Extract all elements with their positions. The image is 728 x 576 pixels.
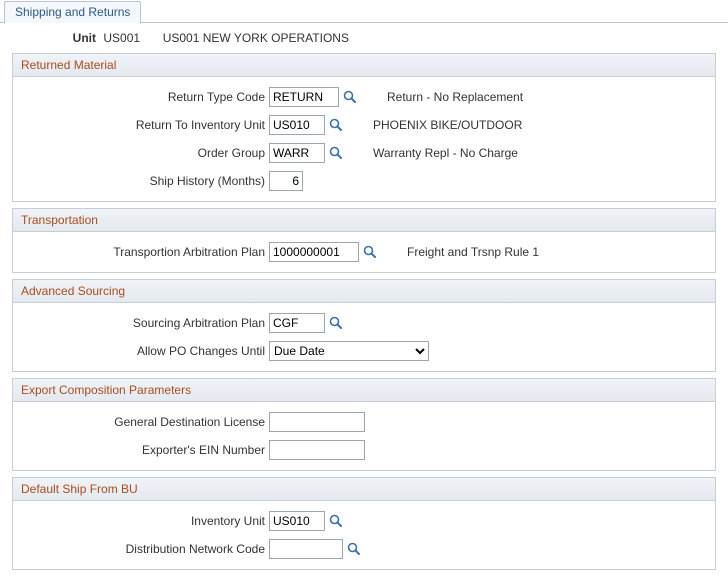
return-to-inventory-unit-desc: PHOENIX BIKE/OUTDOOR [373,118,522,132]
general-destination-license-input[interactable] [269,412,365,432]
lookup-icon[interactable] [329,316,343,330]
sourcing-arbitration-plan-input[interactable] [269,313,325,333]
section-header-export-composition: Export Composition Parameters [13,379,715,402]
ship-history-months-label: Ship History (Months) [21,174,269,188]
section-returned-material: Returned Material Return Type Code Retur… [12,53,716,202]
transportation-arbitration-plan-desc: Freight and Trsnp Rule 1 [407,245,539,259]
inventory-unit-label: Inventory Unit [21,514,269,528]
section-advanced-sourcing: Advanced Sourcing Sourcing Arbitration P… [12,279,716,372]
ship-history-months-input[interactable] [269,171,303,191]
order-group-desc: Warranty Repl - No Charge [373,146,518,160]
sourcing-arbitration-plan-label: Sourcing Arbitration Plan [21,316,269,330]
transportation-arbitration-plan-input[interactable] [269,242,359,262]
page-header: Unit US001 US001 NEW YORK OPERATIONS [0,23,728,53]
general-destination-license-label: General Destination License [21,415,269,429]
lookup-icon[interactable] [347,542,361,556]
section-header-transportation: Transportation [13,209,715,232]
section-header-advanced-sourcing: Advanced Sourcing [13,280,715,303]
allow-po-changes-until-label: Allow PO Changes Until [21,344,269,358]
section-transportation: Transportation Transportion Arbitration … [12,208,716,273]
lookup-icon[interactable] [329,146,343,160]
return-type-code-desc: Return - No Replacement [387,90,523,104]
return-to-inventory-unit-input[interactable] [269,115,325,135]
unit-name: US001 NEW YORK OPERATIONS [163,31,349,45]
tab-shipping-and-returns[interactable]: Shipping and Returns [4,1,141,24]
section-header-returned-material: Returned Material [13,54,715,77]
order-group-label: Order Group [21,146,269,160]
unit-label: Unit [58,31,96,45]
distribution-network-code-label: Distribution Network Code [21,542,269,556]
section-default-ship-from-bu: Default Ship From BU Inventory Unit Dist… [12,477,716,570]
exporters-ein-number-input[interactable] [269,440,365,460]
lookup-icon[interactable] [343,90,357,104]
lookup-icon[interactable] [329,514,343,528]
lookup-icon[interactable] [329,118,343,132]
return-type-code-label: Return Type Code [21,90,269,104]
tab-bar: Shipping and Returns [0,0,728,23]
section-header-default-ship-from-bu: Default Ship From BU [13,478,715,501]
lookup-icon[interactable] [363,245,377,259]
exporters-ein-number-label: Exporter's EIN Number [21,443,269,457]
allow-po-changes-until-select[interactable]: Due Date [269,341,429,361]
order-group-input[interactable] [269,143,325,163]
return-type-code-input[interactable] [269,87,339,107]
section-export-composition: Export Composition Parameters General De… [12,378,716,471]
unit-code: US001 [103,31,153,45]
return-to-inventory-unit-label: Return To Inventory Unit [21,118,269,132]
transportation-arbitration-plan-label: Transportion Arbitration Plan [21,245,269,259]
distribution-network-code-input[interactable] [269,539,343,559]
inventory-unit-input[interactable] [269,511,325,531]
